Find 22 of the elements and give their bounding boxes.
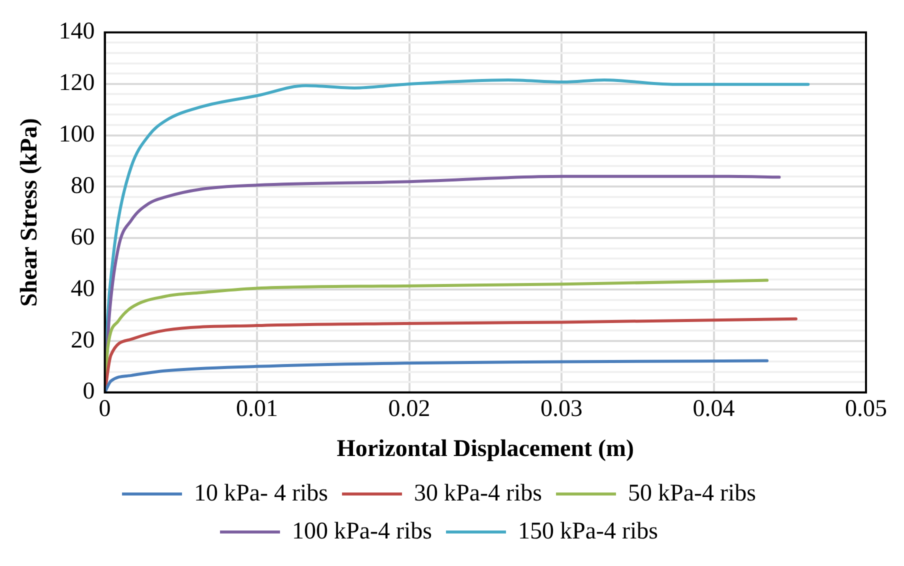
- y-tick-label: 20: [70, 327, 95, 354]
- y-tick-label: 0: [82, 378, 95, 405]
- y-tick-label: 140: [58, 18, 95, 45]
- legend-label: 100 kPa-4 ribs: [292, 518, 432, 544]
- x-tick-label: 0.02: [388, 396, 430, 422]
- y-axis-title: Shear Stress (kPa): [16, 118, 43, 307]
- y-tick-label: 100: [58, 122, 95, 148]
- legend-label: 30 kPa-4 ribs: [414, 480, 542, 506]
- x-tick-label: 0.05: [845, 396, 887, 422]
- y-tick-label: 60: [70, 224, 95, 250]
- x-tick-label: 0.03: [540, 396, 583, 422]
- legend-label: 50 kPa-4 ribs: [628, 480, 756, 506]
- x-tick-label: 0.04: [692, 396, 735, 422]
- line-series: [104, 359, 769, 392]
- y-tick-label: 80: [70, 172, 95, 199]
- legend-label: 10 kPa- 4 ribs: [194, 480, 328, 506]
- x-axis-title: Horizontal Displacement (m): [336, 436, 634, 462]
- y-tick-label: 120: [58, 70, 95, 96]
- y-tick-label: 40: [70, 276, 95, 302]
- x-tick-label: 0: [98, 396, 111, 422]
- x-tick-label: 0.01: [236, 396, 278, 422]
- legend-label: 150 kPa-4 ribs: [518, 518, 658, 544]
